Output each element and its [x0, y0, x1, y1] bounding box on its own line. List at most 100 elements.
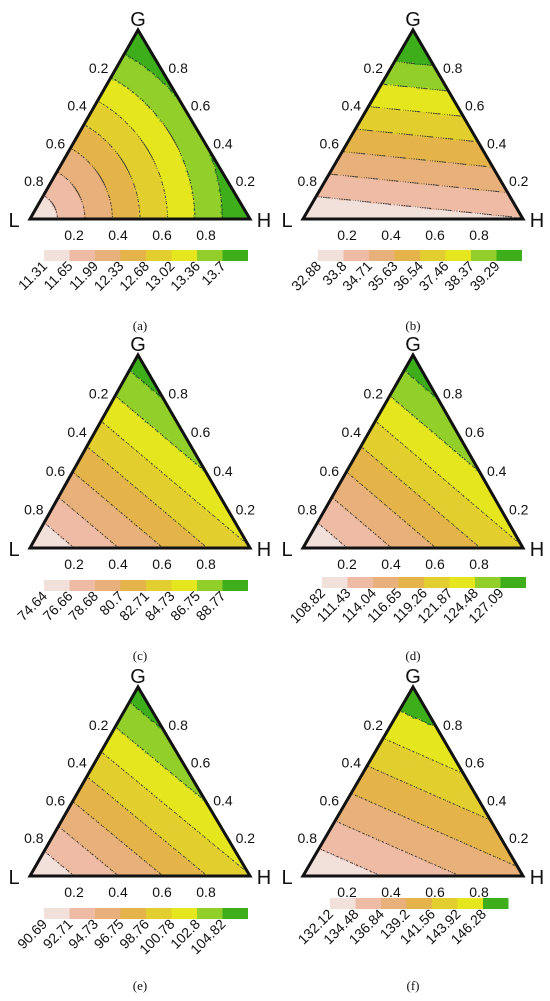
tick-label-bottom: 0.4 — [381, 884, 401, 900]
ternary-panel-c: G L H 0.8 0.2 0.2 0.6 0.4 0.4 0.4 0.6 0.6 0.2 0.8 0.8 7… — [8, 334, 271, 663]
colorbar-swatch — [222, 580, 248, 591]
tick-label-right: 0.6 — [191, 755, 211, 771]
tick-label-right: 0.4 — [487, 792, 507, 808]
colorbar-label: 88.77 — [193, 588, 229, 624]
tick-label-bottom: 0.6 — [425, 884, 445, 900]
tick-label-left: 0.8 — [24, 173, 44, 189]
colorbar-swatch — [44, 908, 70, 919]
tick-label-bottom: 0.2 — [64, 884, 84, 900]
contour-line — [329, 173, 508, 194]
colorbar-label: 13.36 — [167, 258, 203, 294]
contour-lines — [316, 61, 523, 219]
tick-label-bottom: 0.8 — [469, 227, 489, 243]
triangle-outline — [300, 27, 526, 221]
tick-label-bottom: 0.6 — [152, 884, 172, 900]
tick-label-right: 0.6 — [191, 424, 211, 440]
contour-line — [334, 820, 461, 876]
tick-label-left: 0.8 — [24, 830, 44, 846]
tick-label-left: 0.6 — [320, 792, 340, 808]
tick-label-right: 0.4 — [487, 463, 507, 479]
contour-fill — [303, 355, 523, 548]
vertex-label-right: H — [257, 539, 271, 561]
colorbar-swatch — [120, 908, 146, 919]
tick-label-bottom: 0.4 — [381, 227, 401, 243]
colorbar-swatch — [496, 250, 522, 261]
colorbar-swatch — [420, 250, 446, 261]
ternary-panel-d: G L H 0.8 0.2 0.2 0.6 0.4 0.4 0.4 0.6 0.6 0.2 0.8 0.8 1… — [281, 334, 544, 663]
panel-caption: (f) — [407, 978, 420, 993]
tick-label-right: 0.8 — [168, 60, 188, 76]
tick-label-right: 0.2 — [509, 173, 529, 189]
contour-fill — [30, 687, 250, 876]
colorbar-swatch — [95, 908, 121, 919]
tick-label-bottom: 0.6 — [152, 556, 172, 572]
colorbar-swatch — [449, 577, 475, 588]
colorbar-swatch — [475, 577, 501, 588]
tick-label-bottom: 0.6 — [425, 556, 445, 572]
tick-label-bottom: 0.2 — [337, 884, 357, 900]
tick-label-left: 0.4 — [67, 98, 87, 114]
colorbar-swatch — [322, 577, 348, 588]
tick-label-left: 0.6 — [46, 792, 66, 808]
contour-line — [355, 128, 479, 143]
colorbar-swatch — [69, 250, 95, 261]
tick-label-left: 0.4 — [342, 424, 362, 440]
vertex-label-left: L — [281, 539, 292, 561]
colorbar-swatch — [330, 898, 356, 909]
colorbar-swatch — [146, 250, 172, 261]
tick-label-bottom: 0.4 — [381, 556, 401, 572]
vertex-label-top: G — [130, 334, 146, 356]
colorbar-swatch — [318, 250, 344, 261]
tick-label-left: 0.6 — [320, 135, 340, 151]
colorbar: 132.12134.48136.84139.2141.56143.92146.2… — [295, 898, 509, 947]
colorbar-swatch — [120, 580, 146, 591]
colorbar-swatch — [483, 898, 509, 909]
colorbar-swatch — [347, 577, 373, 588]
tick-label-bottom: 0.8 — [196, 884, 216, 900]
tick-label-left: 0.8 — [298, 173, 318, 189]
vertex-label-top: G — [130, 9, 146, 31]
contour-line — [85, 125, 141, 217]
panel-caption: (c) — [133, 648, 147, 663]
tick-label-bottom: 0.4 — [108, 884, 128, 900]
tick-label-right: 0.2 — [236, 830, 256, 846]
tick-label-right: 0.8 — [443, 60, 463, 76]
tick-label-left: 0.4 — [67, 424, 87, 440]
colorbar-swatch — [373, 577, 399, 588]
colorbar-swatch — [44, 250, 70, 261]
vertex-label-left: L — [8, 867, 19, 889]
colorbar-label: 32.88 — [288, 258, 324, 294]
ternary-panel-a: G L H 0.8 0.2 0.2 0.6 0.4 0.4 0.4 0.6 0.6 0.2 0.8 0.8 1… — [8, 9, 271, 333]
contour-line — [346, 471, 437, 548]
colorbar: 108.82111.43114.04116.65119.26121.87124.… — [287, 577, 526, 626]
tick-label-bottom: 0.2 — [64, 556, 84, 572]
tick-label-right: 0.6 — [465, 424, 485, 440]
contour-line — [318, 847, 382, 876]
vertex-label-right: H — [257, 210, 271, 232]
contour-fill — [30, 30, 250, 219]
contour-fill — [30, 355, 250, 548]
tick-label-left: 0.4 — [342, 98, 362, 114]
colorbar-swatch — [197, 250, 223, 261]
tick-label-left: 0.2 — [89, 386, 109, 402]
triangle-outline — [300, 351, 526, 550]
colorbar-swatch — [69, 580, 95, 591]
panel-caption: (b) — [405, 318, 420, 333]
vertex-label-right: H — [530, 867, 544, 889]
tick-label-left: 0.4 — [67, 755, 87, 771]
colorbar-swatch — [171, 250, 197, 261]
colorbar-swatch — [171, 580, 197, 591]
colorbar-swatch — [398, 577, 424, 588]
vertex-label-left: L — [8, 539, 19, 561]
colorbar-swatch — [120, 250, 146, 261]
tick-label-bottom: 0.2 — [337, 556, 357, 572]
colorbar-swatch — [171, 908, 197, 919]
vertex-label-top: G — [130, 666, 146, 688]
tick-label-left: 0.4 — [342, 755, 362, 771]
tick-label-bottom: 0.8 — [469, 556, 489, 572]
colorbar-swatch — [406, 898, 432, 909]
colorbar-swatch — [471, 250, 497, 261]
